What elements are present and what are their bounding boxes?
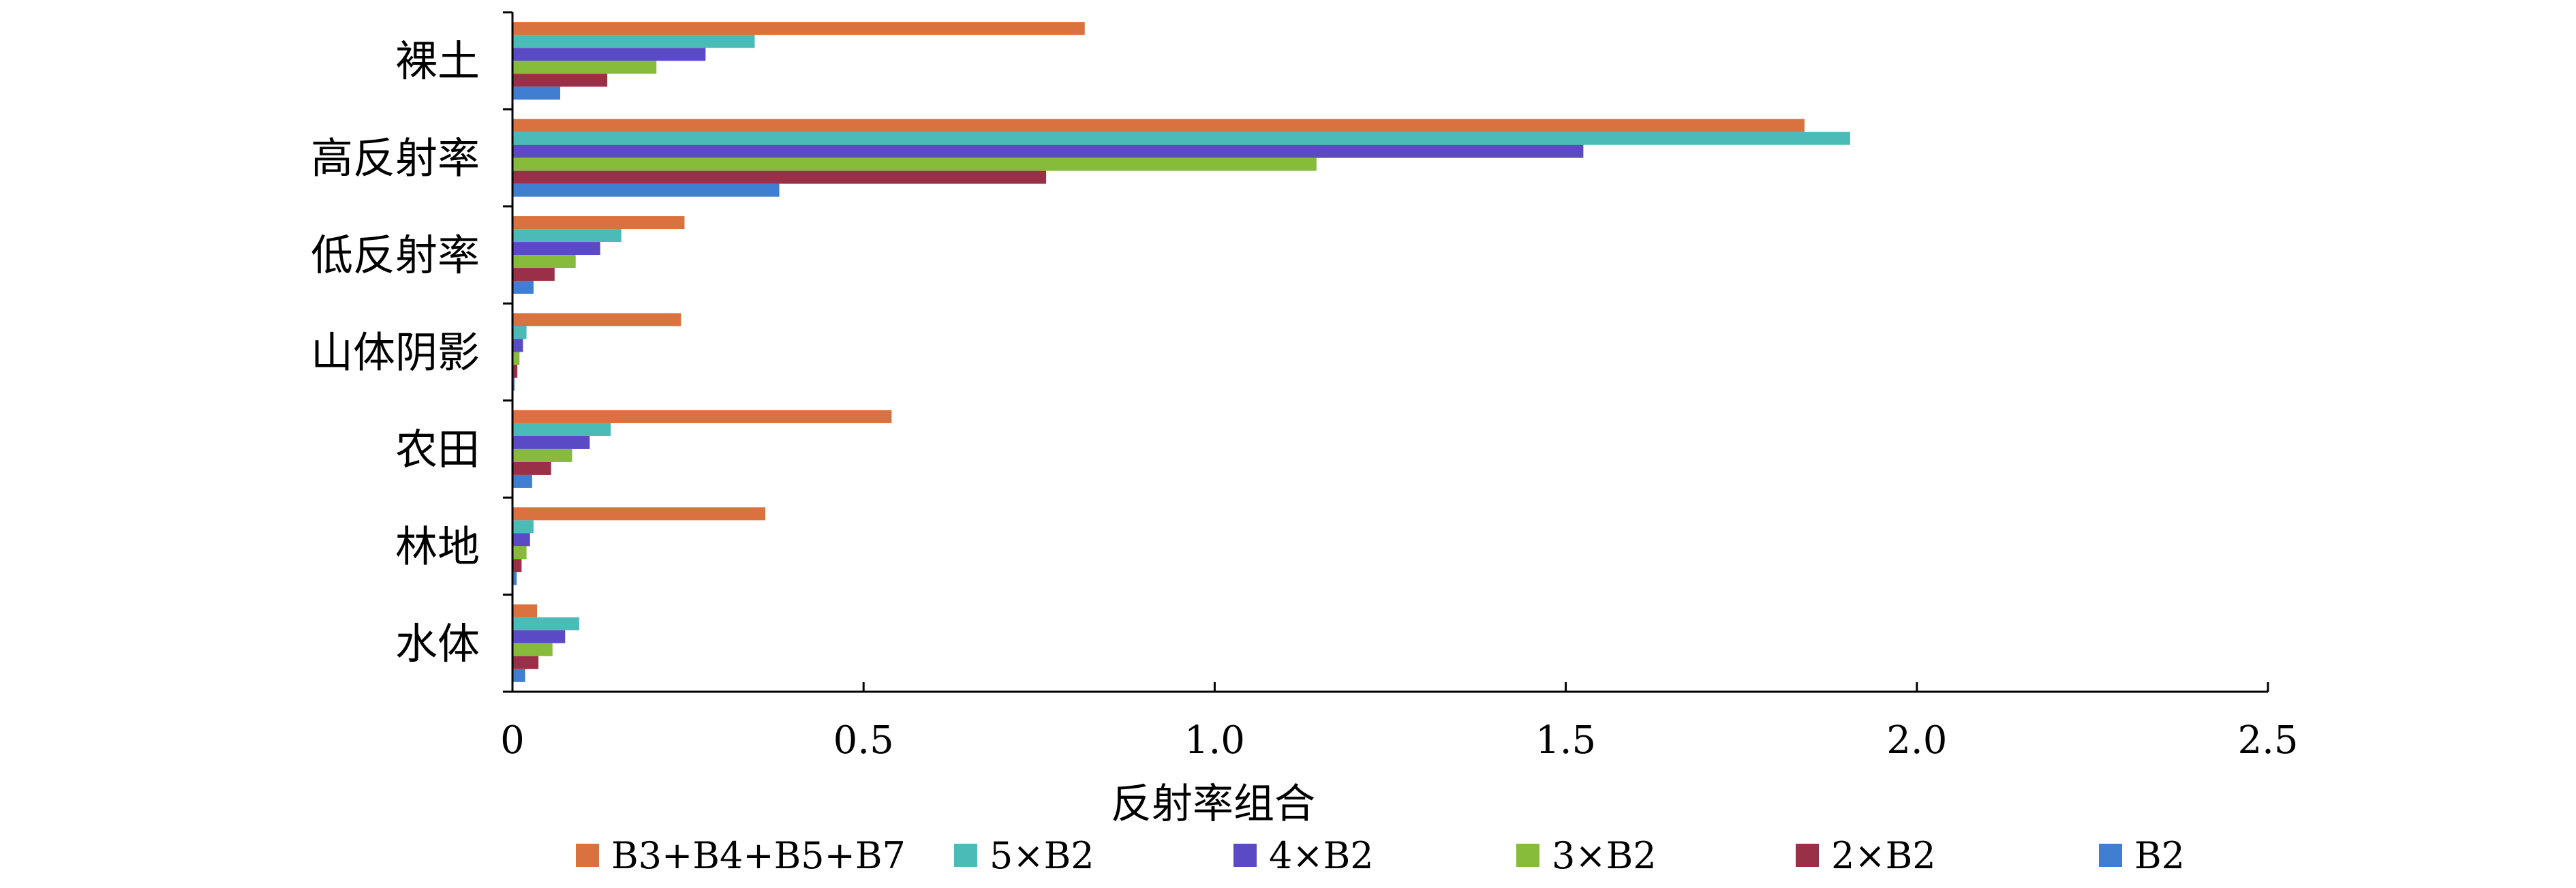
- bar-1-series-4: [512, 61, 657, 74]
- bar-6-series-2: [512, 520, 534, 534]
- legend-swatch: [1516, 844, 1539, 867]
- x-tick-label: 1.0: [1184, 718, 1245, 763]
- x-tick-label: 2.0: [1886, 718, 1947, 763]
- axes-layer: [503, 11, 2269, 693]
- bar-5-series-2: [512, 423, 611, 436]
- bar-3-series-2: [512, 229, 622, 243]
- bar-3-series-3: [512, 242, 600, 256]
- bar-6-series-1: [512, 507, 765, 521]
- legend-swatch: [954, 844, 977, 867]
- bar-2-series-2: [512, 132, 1850, 145]
- bar-1-series-1: [512, 22, 1085, 35]
- x-tick-label: 0.5: [833, 718, 894, 763]
- bar-6-series-6: [512, 572, 517, 585]
- legend-label: 2×B2: [1831, 834, 1936, 877]
- legend-label: 3×B2: [1552, 834, 1657, 877]
- bar-3-series-1: [512, 216, 685, 230]
- bar-5-series-4: [512, 448, 572, 462]
- bar-2-series-1: [512, 119, 1805, 132]
- bar-6-series-4: [512, 546, 527, 560]
- legend: B3+B4+B5+B7 5×B2 4×B2 3×B2 2×B2 B2: [576, 834, 2185, 877]
- bar-3-series-5: [512, 268, 555, 281]
- bar-6-series-3: [512, 533, 530, 547]
- y-category-label: 高反射率: [311, 134, 480, 183]
- bar-4-series-4: [512, 352, 520, 365]
- bars-layer: [512, 22, 1850, 682]
- bar-5-series-1: [512, 410, 892, 423]
- bar-6-series-5: [512, 559, 522, 572]
- legend-swatch: [2099, 844, 2122, 867]
- bar-4-series-2: [512, 326, 527, 339]
- y-category-label: 裸土: [395, 36, 480, 86]
- legend-swatch: [1233, 844, 1257, 867]
- x-axis-title: 反射率组合: [1111, 780, 1315, 828]
- x-tick-label: 0: [500, 718, 525, 763]
- bar-5-series-5: [512, 461, 551, 475]
- bar-2-series-6: [512, 183, 780, 197]
- x-tick-label: 2.5: [2237, 718, 2298, 763]
- bar-7-series-4: [512, 643, 553, 656]
- legend-swatch: [1796, 844, 1819, 867]
- bar-1-series-5: [512, 74, 608, 87]
- legend-label: B3+B4+B5+B7: [611, 834, 906, 877]
- bar-3-series-4: [512, 255, 576, 269]
- bar-4-series-3: [512, 339, 523, 352]
- bar-4-series-6: [512, 378, 515, 391]
- bar-1-series-6: [512, 87, 561, 100]
- bar-2-series-3: [512, 144, 1584, 158]
- bar-2-series-5: [512, 170, 1047, 184]
- x-tick-label: 1.5: [1535, 718, 1596, 763]
- bar-2-series-4: [512, 157, 1317, 171]
- y-category-label: 农田: [395, 425, 480, 474]
- y-category-label: 低反射率: [311, 230, 480, 280]
- labels-layer: 0 0.5 1.0 1.5 2.0 2.5 裸土高反射率低反射率山体阴影农田林地水体反射率组…: [311, 36, 2299, 828]
- legend-label: B2: [2134, 834, 2185, 877]
- bar-7-series-2: [512, 617, 579, 630]
- bar-1-series-2: [512, 35, 755, 48]
- legend-label: 4×B2: [1269, 834, 1374, 877]
- y-category-label: 山体阴影: [311, 328, 480, 378]
- bar-5-series-6: [512, 474, 532, 488]
- y-category-label: 水体: [395, 619, 480, 669]
- bar-4-series-1: [512, 313, 681, 326]
- bar-7-series-5: [512, 656, 539, 669]
- bar-7-series-1: [512, 604, 538, 617]
- legend-label: 5×B2: [990, 834, 1094, 877]
- y-category-label: 林地: [395, 521, 480, 571]
- bar-4-series-5: [512, 365, 518, 378]
- bar-7-series-3: [512, 630, 566, 643]
- legend-swatch: [576, 844, 599, 867]
- bar-7-series-6: [512, 669, 525, 682]
- bar-5-series-3: [512, 435, 590, 449]
- bar-3-series-6: [512, 281, 534, 294]
- bar-1-series-3: [512, 48, 706, 61]
